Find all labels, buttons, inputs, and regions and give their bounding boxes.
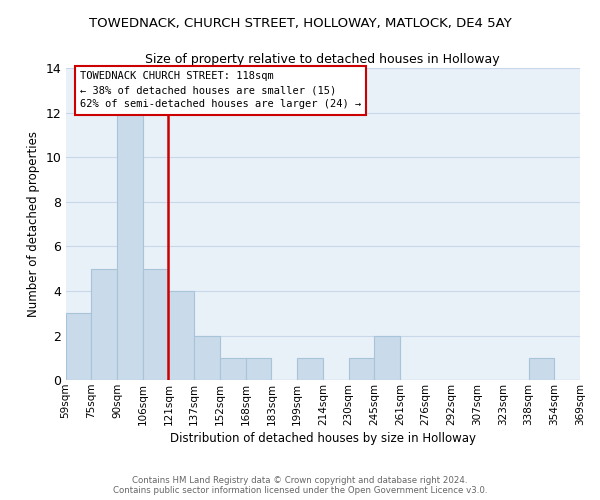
Bar: [297, 358, 323, 380]
Title: Size of property relative to detached houses in Holloway: Size of property relative to detached ho…: [145, 52, 500, 66]
Bar: [65, 314, 91, 380]
Bar: [349, 358, 374, 380]
Bar: [143, 268, 169, 380]
Bar: [117, 112, 143, 380]
Bar: [169, 291, 194, 380]
Bar: [374, 336, 400, 380]
Bar: [194, 336, 220, 380]
Text: TOWEDNACK, CHURCH STREET, HOLLOWAY, MATLOCK, DE4 5AY: TOWEDNACK, CHURCH STREET, HOLLOWAY, MATL…: [89, 18, 511, 30]
X-axis label: Distribution of detached houses by size in Holloway: Distribution of detached houses by size …: [170, 432, 476, 445]
Bar: [529, 358, 554, 380]
Bar: [245, 358, 271, 380]
Text: TOWEDNACK CHURCH STREET: 118sqm
← 38% of detached houses are smaller (15)
62% of: TOWEDNACK CHURCH STREET: 118sqm ← 38% of…: [80, 72, 361, 110]
Bar: [91, 268, 117, 380]
Text: Contains HM Land Registry data © Crown copyright and database right 2024.
Contai: Contains HM Land Registry data © Crown c…: [113, 476, 487, 495]
Y-axis label: Number of detached properties: Number of detached properties: [27, 131, 40, 317]
Bar: [220, 358, 245, 380]
